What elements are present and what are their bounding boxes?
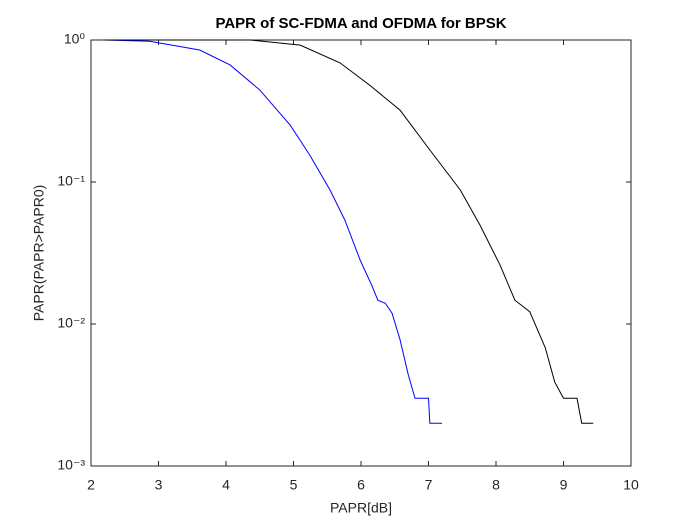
x-axis-label: PAPR[dB] (330, 500, 392, 516)
x-tick-label: 8 (492, 477, 500, 493)
x-tick-label: 6 (357, 477, 365, 493)
y-tick-label: 10⁰ (64, 31, 86, 47)
y-axis-label: PAPR(PAPR>PAPR0) (31, 185, 47, 322)
x-tick-label: 2 (87, 477, 95, 493)
y-tick-label: 10⁻³ (57, 457, 85, 473)
y-tick-label: 10⁻¹ (57, 173, 85, 189)
x-tick-label: 9 (560, 477, 568, 493)
line-series (104, 39, 442, 424)
x-tick-label: 3 (155, 477, 163, 493)
x-tick-label: 4 (222, 477, 230, 493)
y-tick-label: 10⁻² (57, 315, 85, 331)
plot-frame (90, 39, 632, 467)
chart-title: PAPR of SC-FDMA and OFDMA for BPSK (215, 15, 506, 32)
x-tick-label: 10 (623, 477, 639, 493)
x-tick-label: 7 (425, 477, 433, 493)
x-tick-label: 5 (290, 477, 298, 493)
line-series (104, 39, 594, 424)
